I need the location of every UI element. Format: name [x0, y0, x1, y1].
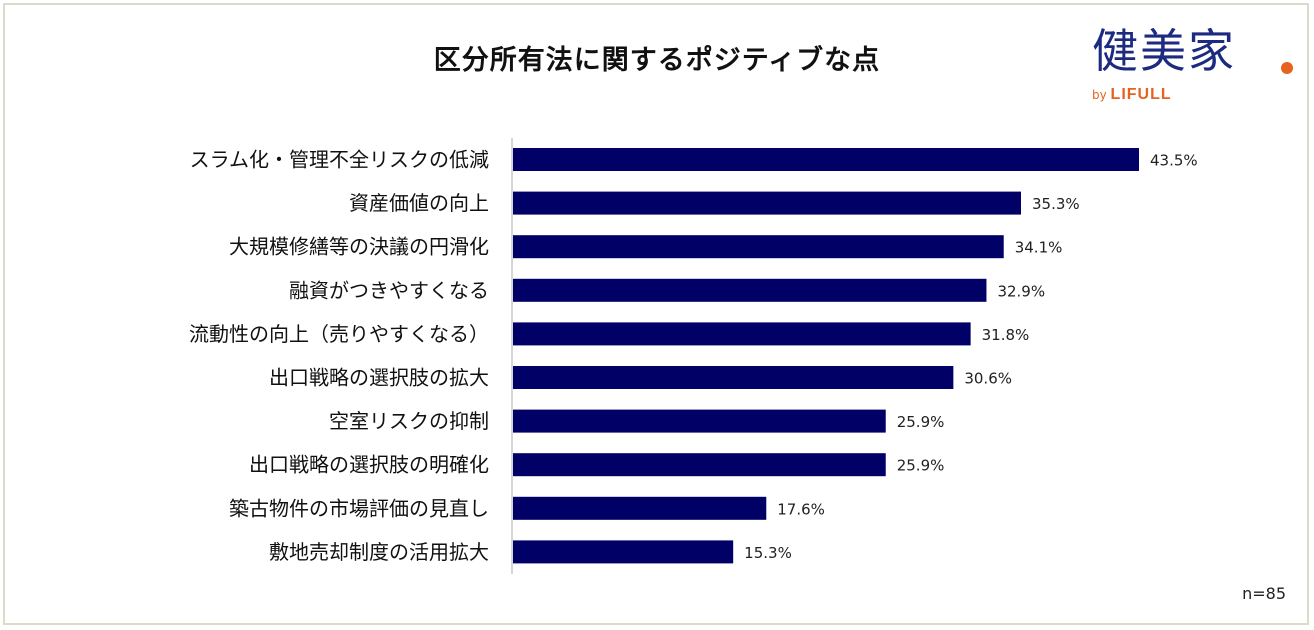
bar [513, 278, 987, 302]
category-label: 出口戦略の選択肢の明確化 [249, 453, 489, 477]
category-label: 敷地売却制度の活用拡大 [269, 540, 489, 564]
value-label: 25.9% [897, 413, 945, 431]
value-label: 31.8% [982, 326, 1030, 344]
category-label: 大規模修繕等の決議の円滑化 [229, 235, 489, 259]
bar [513, 322, 971, 346]
bar [513, 191, 1021, 215]
bar [513, 496, 767, 520]
category-label: 流動性の向上（売りやすくなる） [189, 322, 489, 346]
value-label: 43.5% [1150, 152, 1198, 170]
logo-brand: LIFULL [1110, 86, 1172, 103]
chart-frame [3, 3, 1309, 625]
value-label: 30.6% [964, 370, 1012, 388]
category-label: 出口戦略の選択肢の拡大 [269, 366, 489, 390]
value-label: 35.3% [1032, 195, 1080, 213]
category-label: 築古物件の市場評価の見直し [229, 496, 489, 520]
logo-text: 健美家 [1092, 24, 1236, 78]
category-label: 融資がつきやすくなる [289, 278, 489, 302]
bar [513, 235, 1004, 259]
chart-title: 区分所有法に関するポジティブな点 [433, 45, 881, 76]
bar [513, 366, 954, 389]
sample-size-note: n=85 [1242, 584, 1286, 603]
value-label: 15.3% [744, 544, 792, 562]
category-label: 資産価値の向上 [349, 191, 489, 215]
logo-by: by [1092, 88, 1107, 102]
bar [513, 409, 886, 433]
value-label: 32.9% [997, 282, 1045, 300]
logo-dot [1281, 62, 1293, 74]
value-label: 17.6% [777, 500, 825, 518]
bar [513, 540, 734, 564]
category-label: スラム化・管理不全リスクの低減 [190, 148, 489, 172]
bar [513, 453, 886, 477]
value-label: 34.1% [1015, 239, 1063, 257]
logo: 健美家 by LIFULL [1092, 26, 1302, 106]
category-label: 空室リスクの抑制 [329, 409, 489, 433]
logo-sub: by LIFULL [1092, 86, 1172, 104]
bar [513, 148, 1139, 171]
value-label: 25.9% [897, 457, 945, 475]
